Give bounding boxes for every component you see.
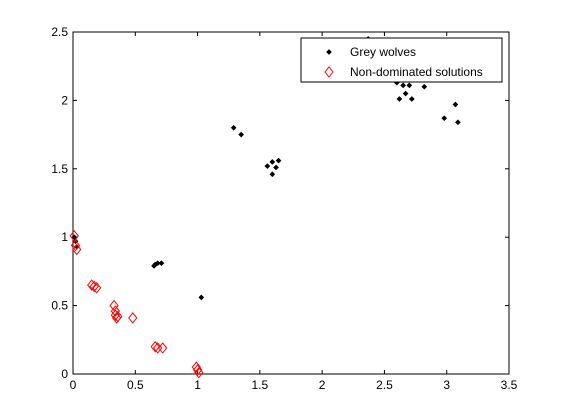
plot-area [72, 31, 510, 375]
grey-wolf-point [452, 101, 459, 108]
grey-wolf-point [269, 159, 276, 165]
x-axis: 0 0.5 1 1.5 2 2.5 3 3.5 [70, 32, 518, 392]
non-dominated-point [110, 305, 120, 317]
grey-wolf-point [230, 124, 237, 131]
grey-wolf-point [402, 90, 409, 97]
y-tick-label: 2.5 [51, 25, 68, 39]
y-tick-label: 1.5 [51, 162, 68, 176]
x-tick-label: 0.5 [127, 378, 144, 392]
non-dominated-point [128, 312, 138, 324]
non-dominated-point [150, 340, 160, 353]
non-dominated-point [110, 309, 120, 321]
grey-wolf-point [408, 96, 415, 102]
x-tick-label: 0 [70, 378, 77, 392]
non-dominated-point [191, 361, 201, 373]
grey-wolf-point [396, 96, 403, 102]
grey-wolf-point [400, 82, 407, 89]
legend-box [300, 37, 503, 83]
y-tick-label: 0.5 [51, 299, 68, 313]
non-dominated-point [113, 310, 123, 323]
legend-marker-diamond [324, 66, 334, 78]
grey-wolf-point [441, 115, 448, 122]
x-tick-label: 3.5 [501, 378, 518, 392]
grey-wolf-point [406, 82, 413, 89]
legend-label: Grey wolves [350, 45, 416, 59]
grey-wolf-point [238, 131, 245, 138]
y-axis: 0 0.5 1 1.5 2 2.5 [51, 25, 509, 381]
x-tick-label: 3 [443, 378, 450, 392]
non-dominated-point [89, 280, 99, 293]
legend-label: Non-dominated solutions [350, 65, 483, 79]
grey-wolf-point [421, 83, 428, 90]
x-tick-label: 2.5 [376, 378, 393, 392]
non-dominated-point [69, 230, 79, 242]
x-tick-label: 1 [194, 378, 201, 392]
y-tick-label: 2 [61, 93, 68, 107]
grey-wolf-point [158, 260, 165, 267]
grey-wolf-point [454, 119, 461, 126]
x-tick-label: 1.5 [252, 378, 269, 392]
non-dominated-point [192, 364, 203, 376]
non-dominated-point [70, 239, 81, 252]
grey-wolf-point [198, 294, 205, 301]
grey-wolf-point [273, 164, 280, 171]
non-dominated-point [158, 342, 168, 354]
series-diamond [69, 230, 204, 379]
non-dominated-point [109, 299, 119, 312]
grey-wolf-point [275, 157, 282, 164]
non-dominated-point [194, 366, 204, 379]
y-tick-label: 1 [61, 230, 68, 244]
x-tick-label: 2 [319, 378, 326, 392]
grey-wolf-point [264, 163, 271, 170]
grey-wolf-point [269, 171, 276, 178]
non-dominated-point [92, 282, 102, 294]
non-dominated-point [72, 243, 82, 256]
legend-marker-dot [326, 49, 332, 55]
non-dominated-point [87, 279, 97, 291]
y-tick-label: 0 [61, 367, 68, 381]
legend: Grey wolves Non-dominated solutions [300, 37, 503, 83]
